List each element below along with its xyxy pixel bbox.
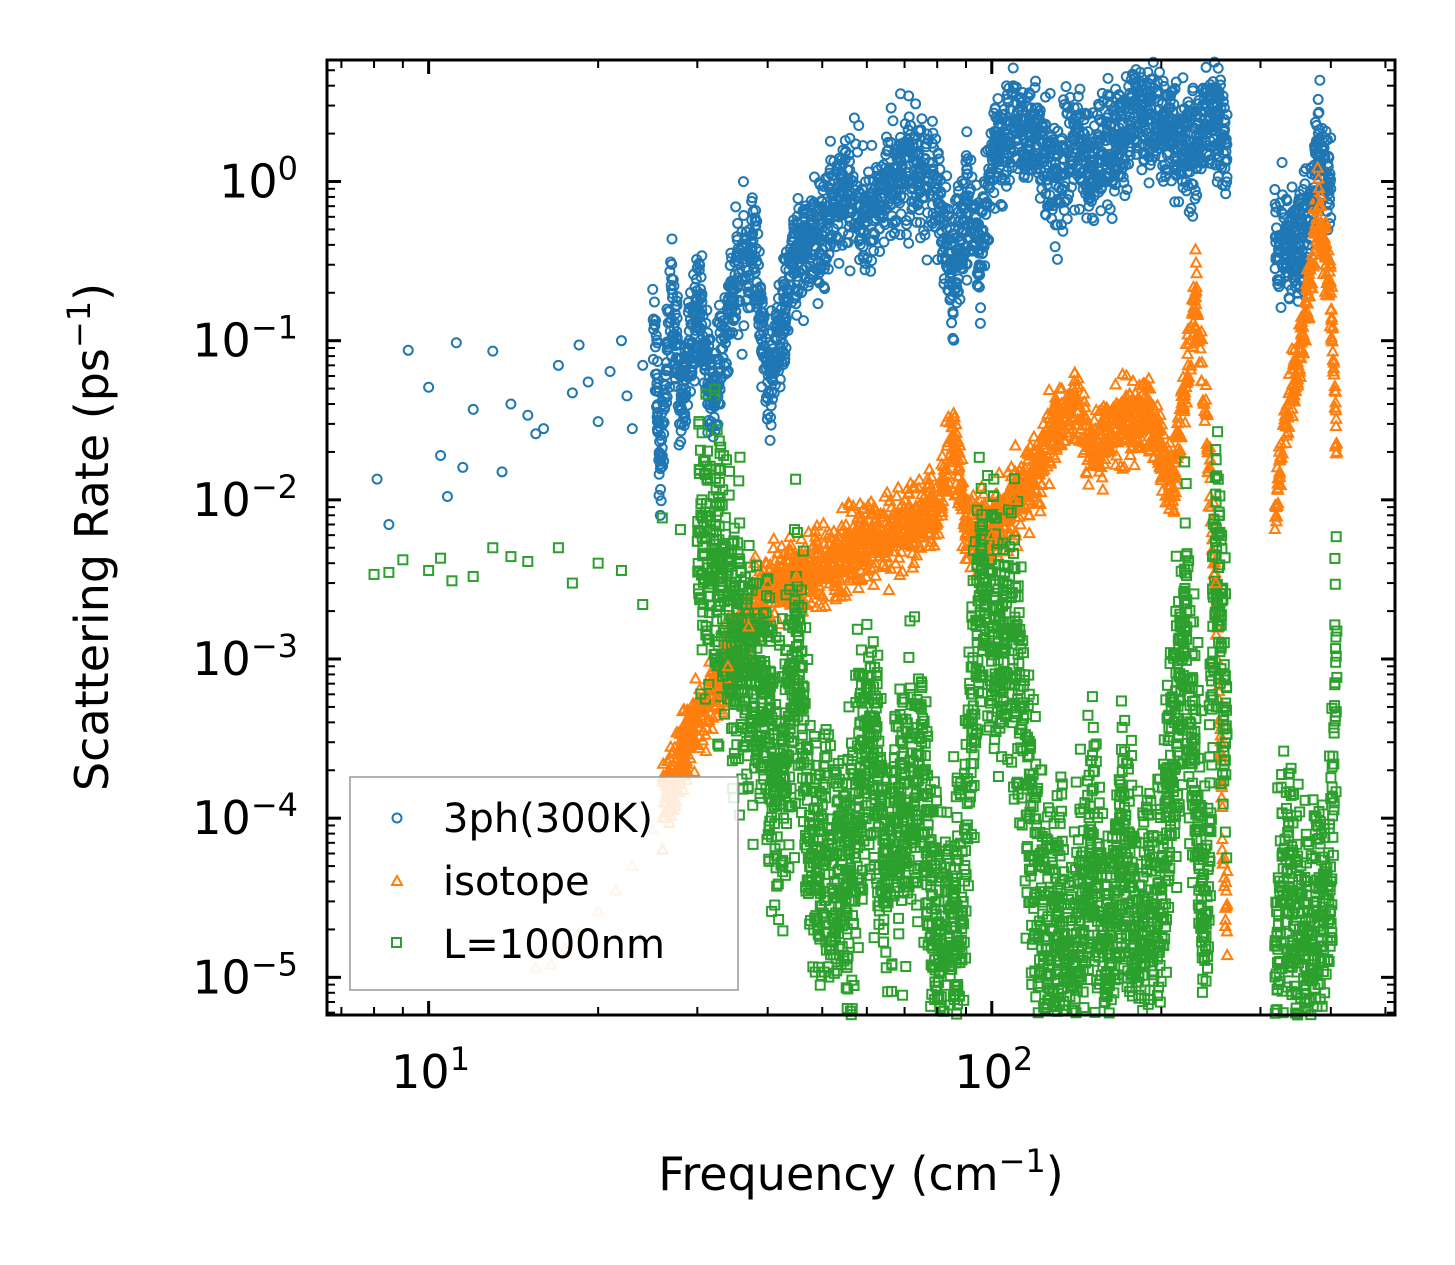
3ph-dense-marker [910,98,922,110]
3ph-dense-marker [1312,93,1324,105]
3ph-dense-marker [1314,74,1326,86]
isotope-dense-marker [1215,831,1229,845]
3ph-dense-marker [926,115,938,127]
3ph-dense-marker [666,233,678,245]
isotope-dense-marker [1220,948,1234,961]
3ph-dense-marker [730,201,742,213]
3ph-dense-marker [992,93,1004,105]
3ph-dense-marker [1177,72,1189,84]
3ph-dense-marker [812,298,824,310]
isotope-dense-marker [1189,255,1203,268]
3ph-dense-marker [791,309,803,321]
3ph-dense-marker [996,200,1008,212]
3ph-dense-marker [900,228,912,240]
3ph-dense-marker [1323,199,1335,211]
3ph-dense-marker [819,283,831,295]
isotope-dense-marker [767,531,781,544]
isotope-dense-marker [1095,470,1109,483]
3ph-dense-marker [1030,75,1042,87]
3ph-dense-marker [792,193,804,205]
3ph-dense-marker [824,135,836,147]
3ph-dense-marker [921,254,933,266]
3ph-dense-marker [1156,151,1168,163]
3ph-dense-marker [655,495,667,507]
3ph-dense-marker [1286,181,1298,193]
3ph-dense-marker [1169,196,1181,208]
isotope-dense-marker [1081,477,1096,490]
3ph-dense-marker [738,320,750,332]
3ph-dense-marker [675,425,687,437]
3ph-dense-marker [1060,81,1072,93]
3ph-dense-marker [974,317,986,329]
3ph-dense-marker [655,483,667,495]
isotope-dense-marker [1022,526,1037,539]
3ph-dense-marker [737,176,749,188]
3ph-dense-marker [975,302,987,314]
3ph-dense-marker [833,257,845,269]
3ph-dense-marker [866,255,878,267]
3ph-dense-marker [878,236,890,248]
3ph-dense-marker [961,163,973,175]
3ph-dense-marker [946,317,958,329]
3ph-dense-marker [1051,253,1063,265]
3ph-dense-marker [1157,75,1169,87]
3ph-dense-marker [738,209,750,221]
3ph-dense-marker [1275,302,1287,314]
3ph-dense-marker [736,348,748,360]
3ph-dense-marker [1154,66,1166,78]
3ph-dense-marker [1269,198,1281,210]
3ph-dense-marker [865,265,877,277]
3ph-dense-marker [1007,62,1019,74]
3ph-dense-marker [764,434,776,446]
isotope-dense-marker [1042,382,1056,395]
isotope-dense-marker [922,462,937,475]
3ph-dense-marker [887,115,899,127]
3ph-dense-marker [866,139,878,151]
3ph-dense-marker [961,126,973,138]
3ph-dense-marker [1269,184,1281,196]
isotope-dense-marker [1188,242,1203,255]
isotope-dense-marker [1109,457,1123,470]
isotope-dense-marker [891,480,905,493]
isotope-dense-marker [882,582,896,595]
3ph-dense-marker [1276,157,1288,169]
isotope-dense-marker [1189,266,1204,279]
3ph-dense-marker [844,265,856,277]
3ph-dense-marker [1106,212,1118,224]
isotope-dense-marker [1008,438,1023,451]
3ph-dense-marker [732,217,744,229]
3ph-dense-marker [854,239,866,251]
3ph-dense-marker [868,245,880,257]
3ph-dense-marker [885,102,897,114]
3ph-dense-marker [1074,203,1086,215]
3ph-dense-marker [895,131,907,143]
3ph-dense-marker [1136,164,1148,176]
3ph-dense-marker [1143,177,1155,189]
3ph-dense-marker [1177,182,1189,194]
dense-scatter-bands [647,56,1344,1021]
3ph-dense-marker [859,264,871,276]
3ph-dense-marker [1049,241,1061,253]
3ph-dense-marker [798,315,809,327]
3ph-dense-marker [653,489,665,501]
isotope-dense-marker [1127,458,1142,471]
isotope-dense-marker [1108,377,1123,390]
3ph-dense-marker [903,237,915,249]
3ph-dense-marker [816,196,828,208]
3ph-dense-marker [1200,61,1212,73]
3ph-dense-marker [774,381,786,393]
isotope-dense-marker [688,671,703,684]
3ph-dense-marker [654,509,666,521]
3ph-dense-marker [1102,72,1114,84]
3ph-dense-marker [916,113,928,125]
3ph-dense-marker [1029,82,1041,94]
3ph-dense-marker [648,296,660,308]
3ph-dense-marker [1299,178,1311,190]
3ph-dense-marker [874,245,886,257]
isotope-dense-marker [1215,842,1229,855]
3ph-dense-marker [848,112,860,124]
